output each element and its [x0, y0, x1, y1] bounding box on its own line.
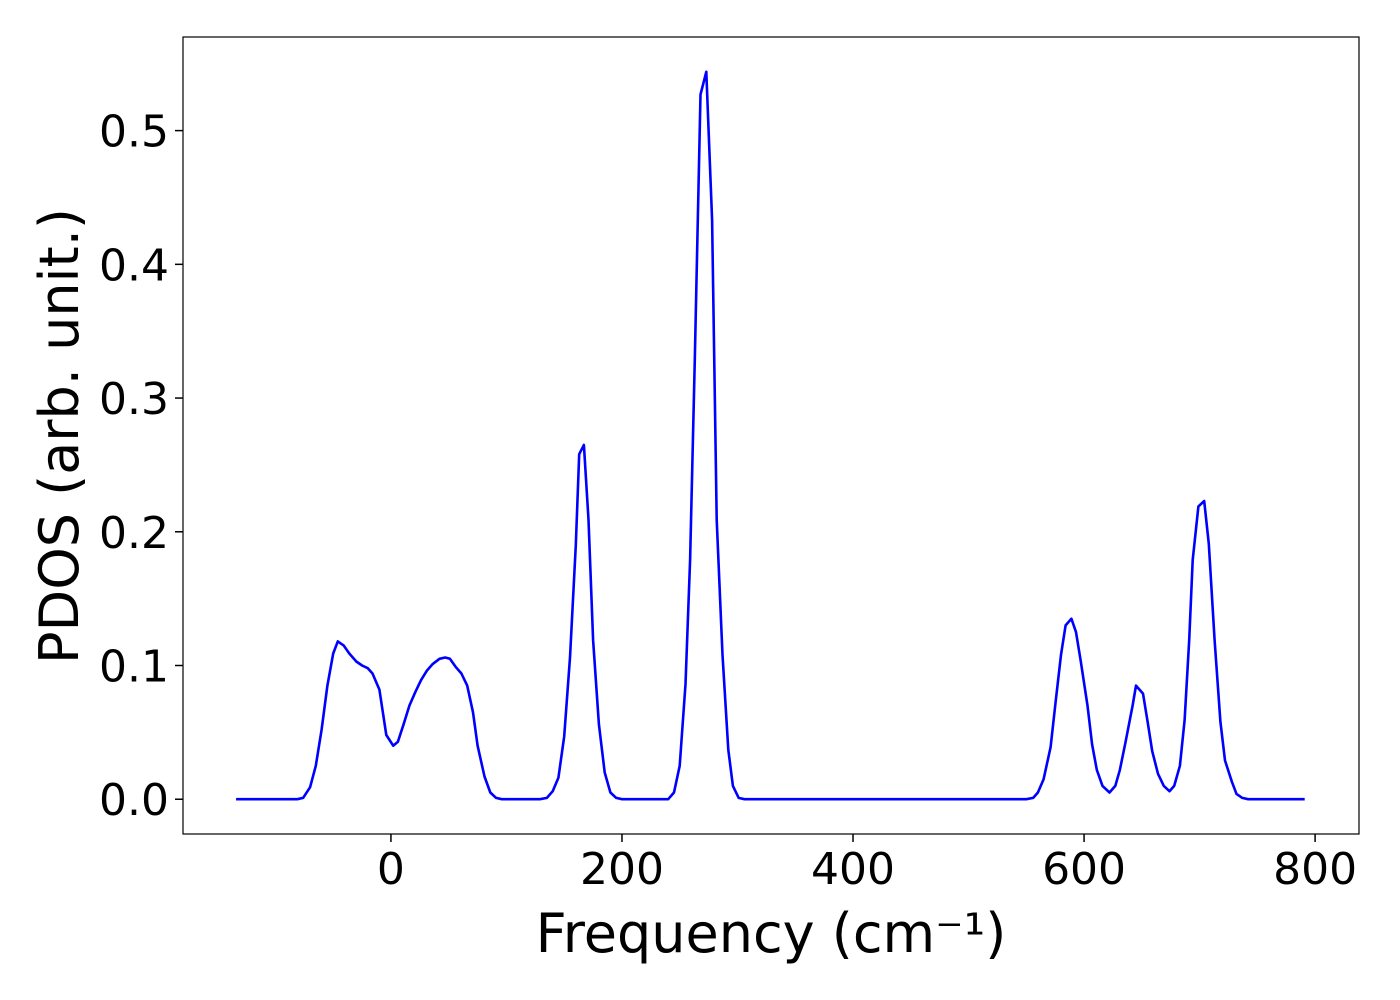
data-line	[236, 70, 1305, 801]
x-tick-label: 0	[377, 844, 405, 895]
y-tick-label: 0.2	[99, 508, 169, 559]
y-tick-label: 0.1	[99, 642, 169, 693]
x-tick-label: 600	[1042, 844, 1126, 895]
y-tick-label: 0.3	[99, 374, 169, 425]
y-tick-label: 0.0	[99, 775, 169, 826]
y-tick-label: 0.5	[99, 107, 169, 158]
x-tick-label: 800	[1273, 844, 1357, 895]
x-tick-label: 400	[811, 844, 895, 895]
x-tick-label: 200	[580, 844, 664, 895]
y-axis-label: PDOS (arb. unit.)	[28, 208, 91, 664]
y-tick-label: 0.4	[99, 240, 169, 291]
x-axis-label: Frequency (cm⁻¹)	[536, 902, 1007, 965]
plot-frame	[182, 36, 1360, 835]
